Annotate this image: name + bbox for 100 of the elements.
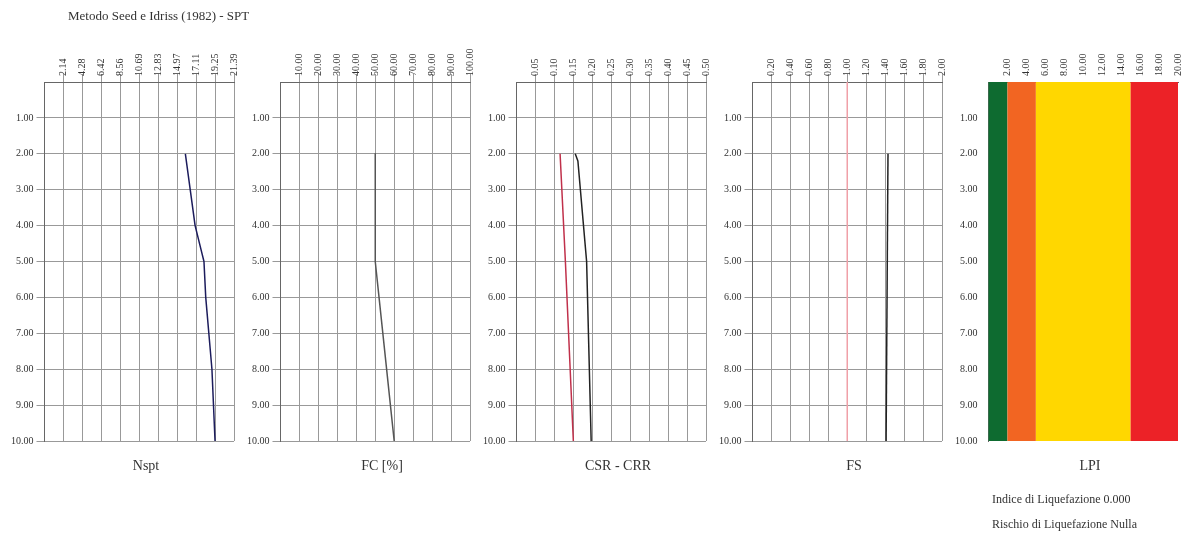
- y-tick-label: 2.00: [488, 147, 506, 159]
- y-tick-label: 2.00: [16, 147, 34, 159]
- x-tick-label: 1.00: [840, 58, 852, 76]
- x-tick-label: 2.14: [57, 58, 69, 76]
- y-tick-label: 7.00: [252, 326, 270, 338]
- y-tick-label: 4.00: [960, 219, 978, 231]
- y-tick-label: 5.00: [252, 255, 270, 267]
- x-tick-label: 30.00: [330, 53, 342, 76]
- y-tick-label: 7.00: [724, 326, 742, 338]
- y-tick-label: 4.00: [252, 219, 270, 231]
- y-tick-label: 2.00: [252, 147, 270, 159]
- x-axis-title: CSR - CRR: [583, 458, 653, 474]
- y-tick-label: 6.00: [488, 291, 506, 303]
- y-tick-label: 9.00: [16, 398, 34, 410]
- y-tick-label: 4.00: [488, 219, 506, 231]
- x-tick-label: 1.60: [897, 58, 909, 76]
- y-tick-label: 9.00: [252, 398, 270, 410]
- x-tick-label: 19.25: [208, 53, 220, 76]
- y-tick-label: 9.00: [488, 398, 506, 410]
- y-tick-label: 7.00: [488, 326, 506, 338]
- x-tick-label: 20.00: [312, 53, 324, 76]
- x-tick-label: 0.10: [548, 58, 560, 76]
- x-tick-label: 1.40: [878, 58, 890, 76]
- x-tick-label: 6.42: [95, 58, 106, 76]
- y-tick-label: 3.00: [252, 183, 270, 195]
- y-tick-label: 8.00: [16, 362, 34, 374]
- text: Indice di Liquefazione 0.000: [991, 492, 1132, 507]
- y-tick-label: 6.00: [16, 291, 34, 303]
- x-tick-label: 4.00: [1020, 58, 1032, 76]
- y-tick-label: 4.00: [16, 219, 34, 231]
- y-tick-label: 9.00: [960, 398, 978, 410]
- x-tick-label: 18.00: [1152, 53, 1164, 76]
- x-tick-label: 16.00: [1133, 53, 1145, 76]
- y-tick-label: 4.00: [724, 219, 742, 231]
- y-tick-label: 2.00: [724, 147, 742, 159]
- x-tick-label: 20.00: [1171, 53, 1183, 76]
- x-tick-label: 60.00: [387, 53, 399, 76]
- x-tick-label: 17.11: [189, 53, 201, 76]
- x-tick-label: 50.00: [368, 53, 380, 76]
- y-tick-label: 10.00: [247, 434, 270, 446]
- x-tick-label: 10.00: [1076, 53, 1088, 76]
- x-tick-label: 0.80: [821, 58, 833, 76]
- y-tick-label: 10.00: [955, 434, 978, 446]
- x-tick-label: 8.56: [113, 58, 125, 76]
- y-tick-label: 10.00: [11, 434, 34, 446]
- text: Rischio di Liquefazione Nulla: [991, 517, 1138, 532]
- y-tick-label: 10.00: [719, 434, 742, 446]
- x-tick-label: 0.15: [566, 58, 578, 76]
- x-tick-label: 90.00: [444, 53, 456, 76]
- x-tick-label: 21.39: [227, 53, 239, 76]
- x-tick-label: 1.20: [859, 58, 871, 76]
- x-tick-label: 0.20: [765, 58, 777, 76]
- x-tick-label: 0.40: [784, 58, 796, 76]
- x-tick-label: 0.45: [680, 58, 692, 76]
- y-tick-label: 5.00: [488, 255, 506, 267]
- x-tick-label: 0.05: [529, 58, 541, 76]
- y-tick-label: 2.00: [960, 147, 978, 159]
- y-tick-label: 6.00: [960, 291, 978, 303]
- x-tick-label: 0.60: [802, 58, 814, 76]
- y-tick-label: 7.00: [960, 326, 978, 338]
- y-tick-label: 6.00: [724, 291, 742, 303]
- y-tick-label: 6.00: [252, 291, 270, 303]
- y-tick-label: 1.00: [16, 111, 34, 123]
- x-tick-label: 12.00: [1095, 53, 1107, 76]
- y-tick-label: 9.00: [724, 398, 742, 410]
- x-tick-label: 40.00: [349, 53, 361, 76]
- y-tick-label: 3.00: [488, 183, 506, 195]
- x-tick-label: 0.30: [623, 58, 635, 76]
- x-tick-label: 100.00: [463, 48, 475, 76]
- x-tick-label: 80.00: [425, 53, 437, 76]
- x-tick-label: 10.00: [293, 53, 305, 76]
- y-tick-label: 7.00: [16, 326, 34, 338]
- x-tick-label: 10.69: [132, 53, 144, 76]
- y-tick-label: 1.00: [724, 111, 742, 123]
- y-tick-label: 3.00: [724, 183, 742, 195]
- x-tick-label: 0.25: [604, 58, 616, 76]
- x-tick-label: 2.00: [935, 58, 947, 76]
- y-tick-label: 5.00: [960, 255, 978, 267]
- y-tick-label: 1.00: [488, 111, 506, 123]
- x-axis-title: Nspt: [131, 458, 161, 474]
- x-tick-label: 70.00: [406, 53, 418, 76]
- y-tick-label: 3.00: [16, 183, 34, 195]
- y-tick-label: 5.00: [16, 255, 34, 267]
- x-tick-label: 14.00: [1114, 53, 1126, 76]
- x-axis-title: LPI: [1078, 458, 1102, 474]
- x-tick-label: 8.00: [1057, 58, 1069, 76]
- y-tick-label: 10.00: [483, 434, 506, 446]
- x-tick-label: 1.80: [916, 58, 928, 76]
- x-tick-label: 0.40: [661, 58, 673, 76]
- x-tick-label: 4.28: [76, 58, 88, 76]
- x-tick-label: 0.50: [699, 58, 711, 76]
- y-tick-label: 8.00: [960, 362, 978, 374]
- x-tick-label: 14.97: [170, 53, 182, 76]
- y-tick-label: 5.00: [724, 255, 742, 267]
- x-tick-label: 2.00: [1001, 58, 1013, 76]
- y-tick-label: 8.00: [488, 362, 506, 374]
- y-tick-label: 8.00: [724, 362, 742, 374]
- y-tick-label: 3.00: [960, 183, 978, 195]
- x-tick-label: 0.20: [585, 58, 597, 76]
- x-tick-label: 12.83: [151, 53, 163, 76]
